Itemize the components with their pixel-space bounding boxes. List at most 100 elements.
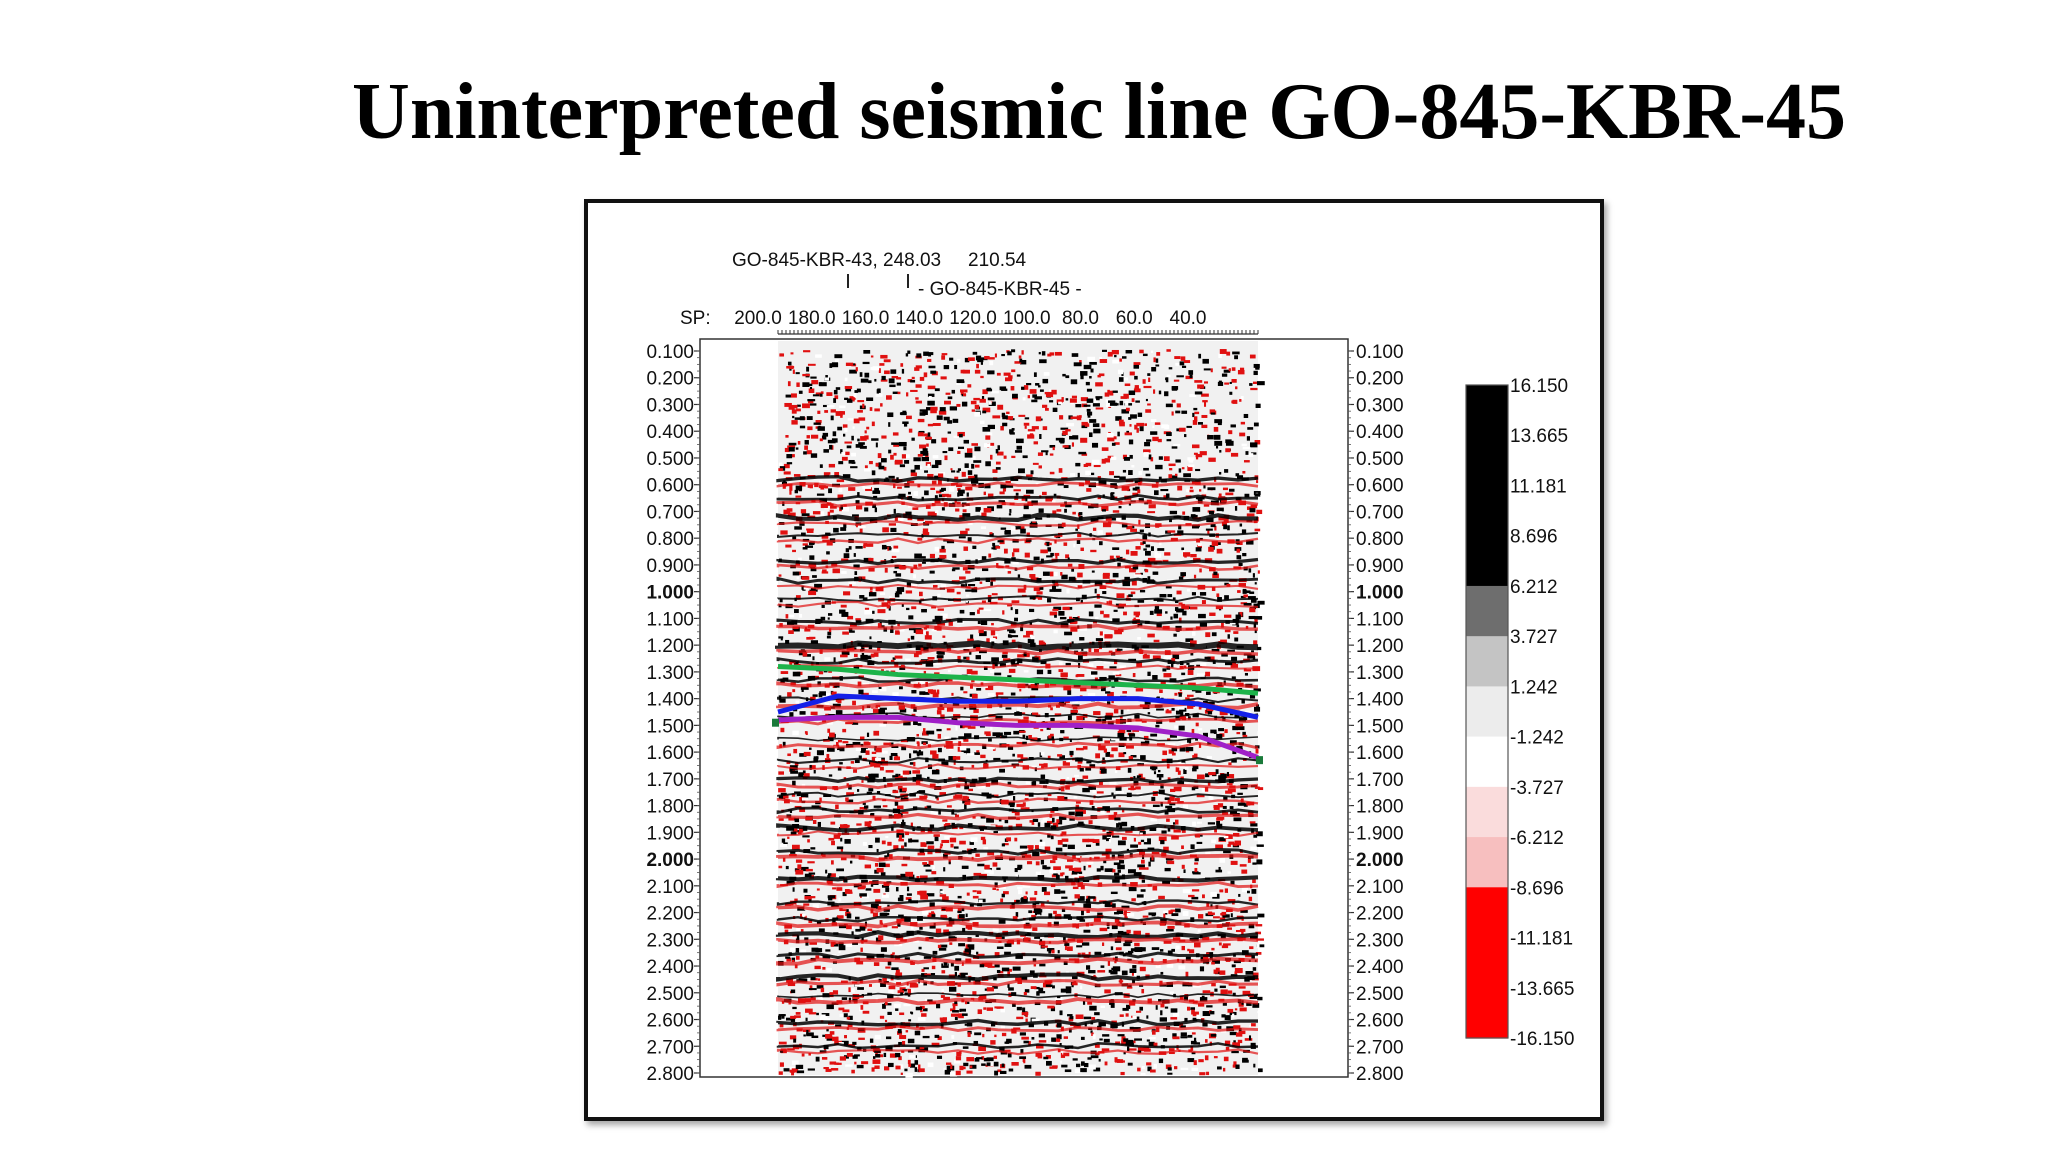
time-tick-label: 2.300 bbox=[1356, 930, 1404, 951]
colorbar-label: 8.696 bbox=[1510, 527, 1558, 548]
time-tick-label: 0.300 bbox=[646, 395, 694, 416]
time-tick-label: 1.500 bbox=[1356, 716, 1404, 737]
colorbar-segment bbox=[1466, 636, 1508, 687]
shot-point-label: 160.0 bbox=[842, 308, 890, 329]
sp-label: SP: bbox=[680, 308, 711, 329]
colorbar-label: -1.242 bbox=[1510, 728, 1564, 749]
time-tick-label: 2.800 bbox=[1356, 1064, 1404, 1085]
horizon-endpoint-marker bbox=[772, 718, 779, 727]
time-tick-label: 0.500 bbox=[646, 449, 694, 470]
shot-point-label: 140.0 bbox=[895, 308, 943, 329]
colorbar-label: 13.665 bbox=[1510, 426, 1568, 447]
time-tick-label: 1.600 bbox=[1356, 743, 1404, 764]
colorbar-segment bbox=[1466, 585, 1508, 637]
colorbar-segment bbox=[1466, 937, 1508, 989]
time-tick-label: 2.200 bbox=[1356, 904, 1404, 925]
time-tick-label: 1.000 bbox=[646, 583, 694, 604]
time-tick-label: 0.500 bbox=[1356, 449, 1404, 470]
time-tick-label: 0.200 bbox=[1356, 369, 1404, 390]
time-tick-label: 2.200 bbox=[646, 904, 694, 925]
colorbar-label: -3.727 bbox=[1510, 778, 1564, 799]
time-tick-label: 1.000 bbox=[1356, 583, 1404, 604]
time-tick-label: 0.800 bbox=[1356, 529, 1404, 550]
horizon-line bbox=[777, 664, 1259, 696]
colorbar-label: 6.212 bbox=[1510, 577, 1558, 598]
time-tick-label: 0.900 bbox=[646, 556, 694, 577]
time-tick-label: 0.400 bbox=[646, 422, 694, 443]
shot-point-label: 100.0 bbox=[1003, 308, 1051, 329]
time-tick-label: 2.000 bbox=[1356, 850, 1404, 871]
time-tick-label: 0.100 bbox=[1356, 342, 1404, 363]
horizon-layer bbox=[772, 664, 1263, 765]
time-tick-label: 2.500 bbox=[1356, 984, 1404, 1005]
time-tick-label: 0.300 bbox=[1356, 395, 1404, 416]
horizon-line bbox=[777, 714, 1259, 760]
shot-point-label: 200.0 bbox=[734, 308, 782, 329]
time-tick-label: 2.100 bbox=[646, 877, 694, 898]
time-tick-label: 1.500 bbox=[646, 716, 694, 737]
horizon-endpoint-marker bbox=[1256, 756, 1263, 765]
time-tick-label: 0.100 bbox=[646, 342, 694, 363]
shot-point-label: 80.0 bbox=[1062, 308, 1099, 329]
time-tick-label: 1.400 bbox=[646, 690, 694, 711]
amplitude-colorbar: 16.150 13.665 11.181 8.696 6.212 3.727 1.242 -1… bbox=[1465, 376, 1574, 1050]
time-tick-label: 0.800 bbox=[646, 529, 694, 550]
time-tick-label: 1.200 bbox=[1356, 636, 1404, 657]
horizon-line bbox=[777, 693, 1259, 720]
time-tick-label: 0.700 bbox=[1356, 502, 1404, 523]
slide-title: Uninterpreted seismic line GO-845-KBR-45 bbox=[352, 68, 1846, 156]
time-tick-label: 1.200 bbox=[646, 636, 694, 657]
colorbar-label: 16.150 bbox=[1510, 376, 1568, 397]
time-tick-label: 1.100 bbox=[1356, 609, 1404, 630]
colorbar-segment bbox=[1466, 385, 1508, 436]
colorbar-segment bbox=[1466, 786, 1508, 838]
colorbar-segment bbox=[1466, 887, 1508, 939]
time-tick-label: 2.400 bbox=[646, 957, 694, 978]
time-tick-label: 1.700 bbox=[1356, 770, 1404, 791]
colorbar-label: -16.150 bbox=[1510, 1029, 1574, 1050]
colorbar-label: -8.696 bbox=[1510, 878, 1564, 899]
time-tick-label: 2.300 bbox=[646, 930, 694, 951]
colorbar-segment bbox=[1466, 987, 1508, 1039]
colorbar-label: 11.181 bbox=[1510, 476, 1567, 497]
colorbar-label: 1.242 bbox=[1510, 677, 1558, 698]
time-axis-right: 0.100 0.200 0.300 0.400 0.500 0.600 0.700 0.800… bbox=[1348, 342, 1404, 1085]
time-tick-label: 1.800 bbox=[646, 797, 694, 818]
colorbar-segment bbox=[1466, 686, 1508, 738]
shot-point-ticks: 200.0 180.0 160.0 140.0 120.0 100.0 80.0 60.0 40… bbox=[734, 308, 1206, 329]
time-tick-label: 2.700 bbox=[1356, 1037, 1404, 1058]
seismic-figure-frame: GO-845-KBR-43, 248.03 210.54 - GO-845-KB… bbox=[584, 199, 1604, 1121]
time-tick-label: 2.500 bbox=[646, 984, 694, 1005]
time-axis-left: 0.100 0.200 0.300 0.400 0.500 0.600 0.700 0.800… bbox=[646, 342, 700, 1085]
time-tick-label: 1.900 bbox=[1356, 823, 1404, 844]
colorbar-label: -11.181 bbox=[1510, 929, 1573, 950]
colorbar-segment bbox=[1466, 837, 1508, 888]
time-tick-label: 2.100 bbox=[1356, 877, 1404, 898]
shot-point-label: 120.0 bbox=[949, 308, 997, 329]
shot-point-ruler bbox=[777, 330, 1259, 335]
colorbar-label: -6.212 bbox=[1510, 828, 1564, 849]
shot-point-label: 40.0 bbox=[1170, 308, 1207, 329]
tie-line-value: 210.54 bbox=[968, 250, 1027, 271]
time-tick-label: 1.800 bbox=[1356, 797, 1404, 818]
shot-point-label: 180.0 bbox=[788, 308, 836, 329]
seismic-section-image bbox=[775, 341, 1265, 1078]
time-tick-label: 0.700 bbox=[646, 502, 694, 523]
colorbar-segment bbox=[1466, 535, 1508, 587]
colorbar-label: -13.665 bbox=[1510, 979, 1574, 1000]
time-tick-label: 0.200 bbox=[646, 369, 694, 390]
seismic-figure: GO-845-KBR-43, 248.03 210.54 - GO-845-KB… bbox=[646, 250, 1574, 1085]
time-tick-label: 0.900 bbox=[1356, 556, 1404, 577]
shot-point-label: 60.0 bbox=[1116, 308, 1153, 329]
time-tick-label: 2.600 bbox=[646, 1011, 694, 1032]
colorbar-segment bbox=[1466, 435, 1508, 487]
time-tick-label: 2.400 bbox=[1356, 957, 1404, 978]
time-tick-label: 1.300 bbox=[1356, 663, 1404, 684]
time-tick-label: 2.800 bbox=[646, 1064, 694, 1085]
time-tick-label: 1.100 bbox=[646, 609, 694, 630]
colorbar-label: 3.727 bbox=[1510, 627, 1558, 648]
time-tick-label: 0.600 bbox=[1356, 476, 1404, 497]
time-tick-label: 1.900 bbox=[646, 823, 694, 844]
time-tick-label: 1.700 bbox=[646, 770, 694, 791]
time-tick-label: 1.600 bbox=[646, 743, 694, 764]
